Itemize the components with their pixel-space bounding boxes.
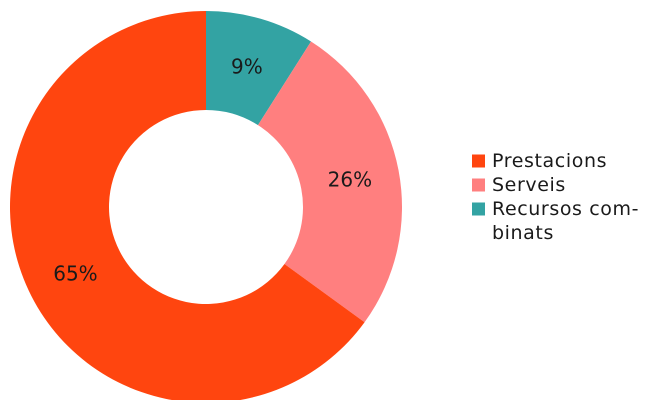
legend-label-recursos-combinats: Recursos com- [492,198,639,220]
legend-swatch-prestacions [472,154,485,168]
legend-label-prestacions: Prestacions [492,150,607,172]
slice-label-prestacions: 65% [53,262,97,286]
legend-item-recursos-combinats: Recursos com-binats [472,198,639,244]
slice-label-serveis: 26% [328,168,372,192]
legend-item-serveis: Serveis [472,174,566,196]
legend-label-serveis: Serveis [492,174,566,196]
legend-label-recursos-combinats-line-2: binats [492,222,554,244]
legend-swatch-serveis [472,178,485,192]
legend-swatch-recursos-combinats [472,202,485,216]
legend-item-prestacions: Prestacions [472,150,607,172]
slice-prestacions [10,11,365,400]
slice-recursos-combinats [206,11,312,126]
donut-slice-labels: 9% 26% 65% [53,54,372,285]
slice-label-recursos-combinats: 9% [231,54,263,78]
slice-serveis [257,41,403,323]
donut-slices [10,11,403,400]
